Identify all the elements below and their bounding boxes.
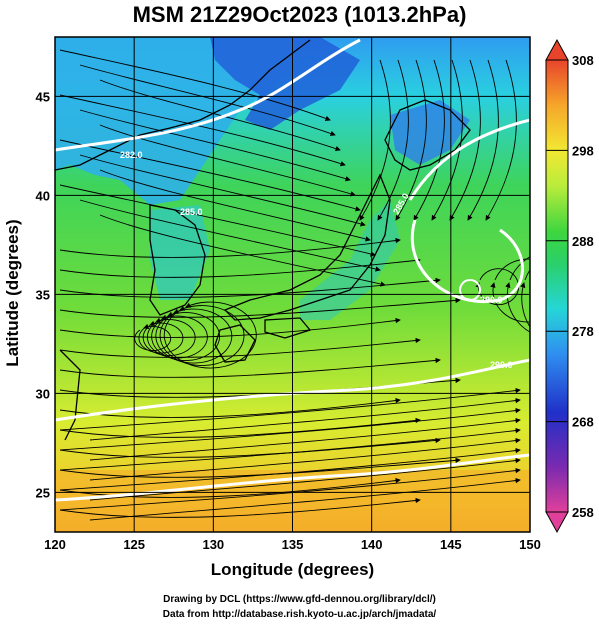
- streamline: [59, 447, 521, 491]
- x-tick-label: 135: [282, 537, 304, 552]
- streamline: [159, 305, 245, 366]
- streamline: [59, 417, 421, 438]
- x-tick-label: 125: [123, 537, 145, 552]
- streamline: [395, 59, 427, 221]
- colorbar-label: 298: [572, 143, 594, 158]
- streamline: [79, 109, 351, 182]
- wind-streamlines: [59, 49, 530, 521]
- map-title: MSM 21Z29Oct2023 (1013.2hPa): [132, 2, 467, 27]
- x-tick-label: 140: [361, 537, 383, 552]
- streamline: [485, 59, 517, 221]
- streamline: [163, 301, 257, 369]
- y-tick-label: 25: [36, 485, 50, 500]
- streamline: [99, 124, 356, 197]
- streamline: [59, 317, 401, 338]
- y-tick-labels: 25 30 35 40 45: [36, 89, 50, 500]
- colorbar-label: 308: [572, 53, 594, 68]
- streamline: [59, 237, 401, 258]
- streamline: [59, 437, 441, 458]
- streamline: [467, 59, 499, 221]
- streamline: [59, 477, 401, 498]
- contour-label: 285.0: [180, 207, 203, 217]
- colorbar-label: 278: [572, 324, 594, 339]
- x-axis-label: Longitude (degrees): [210, 560, 375, 579]
- streamline: [59, 497, 421, 518]
- streamline: [89, 397, 521, 441]
- y-tick-label: 40: [36, 188, 50, 203]
- streamline: [89, 457, 521, 501]
- colorbar: 308 298 288 278 268 258: [545, 38, 594, 534]
- streamline: [490, 258, 530, 323]
- colorbar-label: 258: [572, 505, 594, 520]
- streamline: [377, 59, 409, 221]
- x-tick-label: 120: [44, 537, 66, 552]
- colorbar-label: 288: [572, 234, 594, 249]
- credit-drawing: Drawing by DCL (https://www.gfd-dennou.o…: [163, 594, 436, 605]
- streamline: [59, 257, 421, 278]
- streamline: [59, 297, 461, 318]
- streamline: [99, 79, 341, 152]
- streamline: [505, 256, 530, 333]
- streamline: [146, 314, 208, 359]
- streamline: [79, 199, 381, 272]
- streamline: [359, 59, 391, 221]
- streamline: [138, 320, 184, 354]
- y-axis-label: Latitude (degrees): [3, 219, 22, 367]
- very-cold-region: [210, 37, 360, 130]
- colorbar-bottom-arrow: [545, 511, 569, 534]
- streamline: [59, 457, 461, 478]
- streamline: [413, 59, 445, 221]
- colorbar-labels: 308 298 288 278 268 258: [546, 53, 594, 520]
- streamline: [142, 317, 196, 356]
- streamline: [475, 268, 520, 306]
- streamline: [59, 94, 346, 167]
- credit-data: Data from http://database.rish.kyoto-u.a…: [162, 609, 437, 620]
- x-tick-label: 150: [519, 537, 541, 552]
- contour-label: 290.0: [480, 295, 503, 305]
- streamline: [449, 59, 481, 221]
- streamline: [431, 59, 463, 221]
- streamline: [59, 139, 361, 212]
- streamline: [155, 308, 233, 364]
- colorbar-label: 268: [572, 415, 594, 430]
- hokkaido-cold: [390, 100, 470, 165]
- y-tick-label: 30: [36, 386, 50, 401]
- streamline: [59, 387, 521, 431]
- x-tick-label: 145: [440, 537, 462, 552]
- streamline: [99, 214, 386, 287]
- streamline: [59, 184, 376, 257]
- streamline: [59, 467, 521, 511]
- streamline: [59, 49, 331, 121]
- streamline: [59, 337, 421, 358]
- streamline: [99, 169, 371, 242]
- x-tick-label: 130: [202, 537, 224, 552]
- contour-label: 290.0: [490, 360, 513, 370]
- streamline: [59, 407, 521, 451]
- y-tick-label: 45: [36, 89, 50, 104]
- contour-label: 282.0: [120, 150, 143, 160]
- colorbar-body: [545, 59, 569, 513]
- x-tick-labels: 120 125 130 135 140 145 150: [44, 537, 541, 552]
- streamline: [151, 311, 221, 361]
- isotherms: [55, 38, 530, 502]
- colorbar-top-arrow: [545, 38, 569, 61]
- y-tick-label: 35: [36, 287, 50, 302]
- streamline: [89, 437, 521, 481]
- streamline: [79, 154, 366, 227]
- streamline: [89, 417, 521, 461]
- streamline: [59, 357, 441, 378]
- plot-frame: [54, 36, 531, 533]
- streamline: [89, 477, 521, 521]
- streamline: [59, 427, 521, 471]
